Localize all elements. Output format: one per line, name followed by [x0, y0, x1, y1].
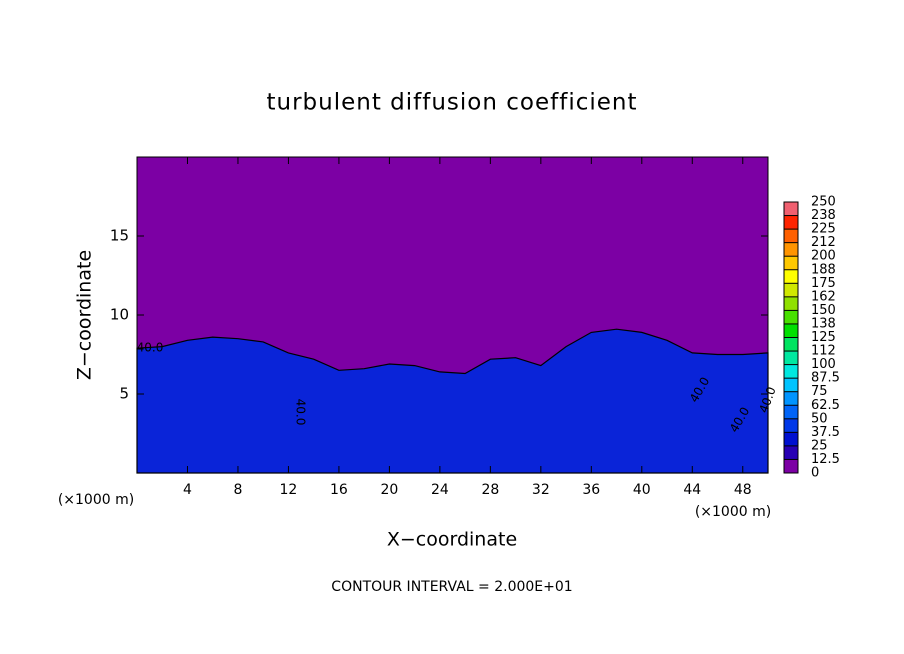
x-tick-label: 16 — [330, 482, 348, 498]
x-unit-label: (×1000 m) — [695, 504, 771, 520]
colorbar-band — [784, 337, 798, 352]
colorbar-tick-label: 62.5 — [811, 398, 840, 413]
colorbar-tick-label: 162 — [811, 289, 836, 304]
colorbar-band — [784, 310, 798, 324]
x-tick-label: 40 — [633, 482, 651, 498]
colorbar-tick-label: 138 — [811, 316, 836, 331]
colorbar-tick-label: 12.5 — [811, 452, 840, 467]
colorbar-tick-label: 212 — [811, 235, 836, 250]
y-tick-label: 5 — [119, 385, 129, 403]
colorbar-tick-label: 75 — [811, 384, 828, 399]
x-tick-label: 20 — [380, 482, 398, 498]
colorbar-band — [784, 405, 798, 419]
colorbar-band — [784, 364, 798, 379]
colorbar-band — [784, 256, 798, 270]
x-axis-label: X−coordinate — [387, 529, 517, 551]
colorbar-tick-label: 150 — [811, 303, 836, 318]
colorbar-tick-label: 0 — [811, 466, 819, 481]
colorbar-band — [784, 418, 798, 433]
x-tick-label: 8 — [233, 482, 242, 498]
colorbar-tick-label: 238 — [811, 208, 836, 223]
x-tick-label: 28 — [481, 482, 499, 498]
x-tick-label: 32 — [532, 482, 550, 498]
x-tick-label: 44 — [683, 482, 701, 498]
x-tick-label: 24 — [431, 482, 449, 498]
colorbar-band — [784, 202, 798, 216]
colorbar-band — [784, 269, 798, 284]
x-tick-label: 48 — [734, 482, 752, 498]
colorbar-tick-label: 100 — [811, 357, 836, 372]
y-tick-label: 10 — [110, 306, 129, 324]
colorbar-band — [784, 242, 798, 257]
colorbar-band — [784, 432, 798, 446]
x-tick-label: 36 — [582, 482, 600, 498]
colorbar-tick-label: 250 — [811, 195, 836, 210]
colorbar-tick-label: 125 — [811, 330, 836, 345]
colorbar-tick-label: 25 — [811, 438, 828, 453]
x-unit-label: (×1000 m) — [58, 492, 134, 508]
colorbar-band — [784, 391, 798, 406]
colorbar-tick-label: 112 — [811, 344, 836, 359]
contour-label: 40.0 — [137, 341, 164, 355]
colorbar-tick-label: 50 — [811, 411, 828, 426]
y-tick-label: 15 — [110, 227, 129, 245]
colorbar-tick-label: 200 — [811, 249, 836, 264]
footer-note: CONTOUR INTERVAL = 2.000E+01 — [331, 579, 572, 595]
colorbar-band — [784, 215, 798, 230]
colorbar-tick-label: 175 — [811, 276, 836, 291]
colorbar-band — [784, 378, 798, 392]
y-axis-label: Z−coordinate — [74, 250, 96, 380]
colorbar-band — [784, 229, 798, 243]
colorbar-tick-label: 225 — [811, 222, 836, 237]
colorbar-band — [784, 296, 798, 311]
colorbar-tick-label: 188 — [811, 262, 836, 277]
turbulent-layer — [136, 328, 769, 474]
colorbar-band — [784, 459, 798, 473]
contour-label: 40.0 — [294, 399, 308, 426]
colorbar-band — [784, 445, 798, 460]
x-tick-label: 12 — [280, 482, 298, 498]
colorbar-band — [784, 283, 798, 297]
colorbar-band — [784, 323, 798, 338]
colorbar-band — [784, 351, 798, 365]
colorbar-tick-label: 87.5 — [811, 371, 840, 386]
colorbar-tick-label: 37.5 — [811, 425, 840, 440]
x-tick-label: 4 — [183, 482, 192, 498]
chart-title: turbulent diffusion coefficient — [266, 90, 637, 116]
